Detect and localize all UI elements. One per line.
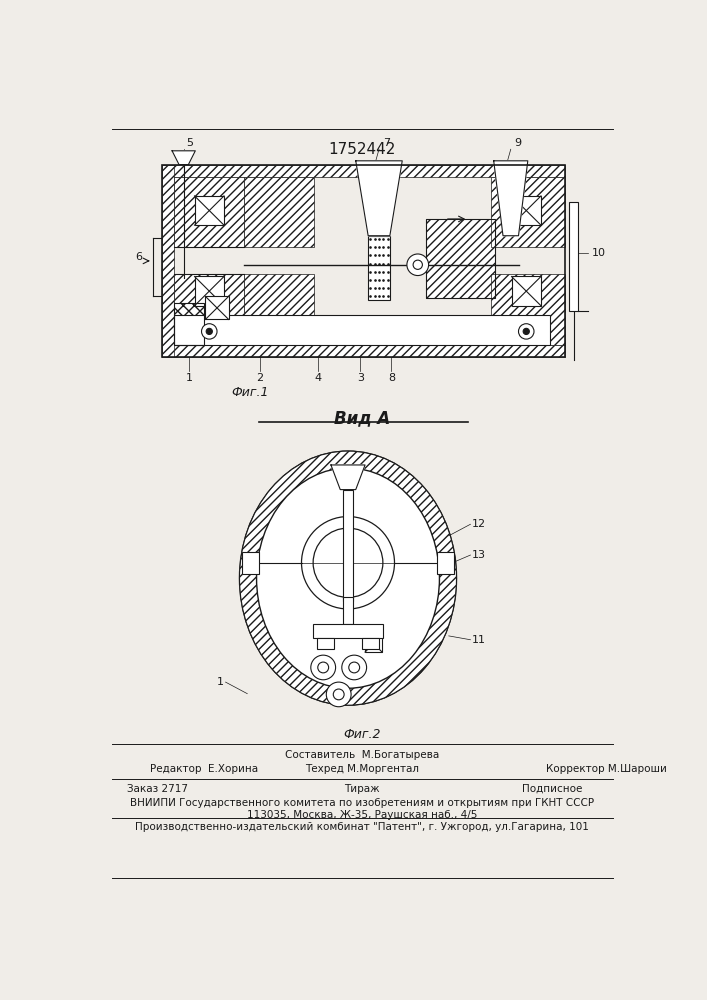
- Ellipse shape: [240, 451, 457, 705]
- Text: Производственно-издательский комбинат "Патент", г. Ужгород, ул.Гагарина, 101: Производственно-издательский комбинат "П…: [135, 822, 589, 832]
- Bar: [365, 635, 382, 652]
- Circle shape: [206, 328, 212, 334]
- Text: Фиг.1: Фиг.1: [232, 386, 269, 399]
- Ellipse shape: [257, 468, 440, 688]
- Text: 1: 1: [186, 373, 192, 383]
- Circle shape: [518, 324, 534, 339]
- Circle shape: [311, 655, 336, 680]
- Bar: [313, 624, 383, 638]
- Text: Техред М.Моргентал: Техред М.Моргентал: [305, 764, 419, 774]
- Text: 11: 11: [472, 635, 486, 645]
- Text: Составитель  М.Богатырева: Составитель М.Богатырева: [285, 750, 439, 760]
- Bar: [343, 597, 354, 624]
- Text: Заказ 2717: Заказ 2717: [127, 784, 188, 794]
- Polygon shape: [331, 465, 365, 490]
- Bar: [175, 177, 244, 247]
- Ellipse shape: [240, 451, 457, 705]
- Text: Тираж: Тираж: [344, 784, 380, 794]
- Text: 1: 1: [216, 677, 223, 687]
- Bar: [426, 219, 495, 298]
- Bar: [206, 296, 228, 319]
- Text: 7: 7: [383, 138, 390, 148]
- Text: 8: 8: [388, 373, 395, 383]
- Text: 2: 2: [256, 373, 263, 383]
- Bar: [175, 315, 549, 345]
- Text: Фиг.2: Фиг.2: [343, 728, 380, 741]
- Bar: [244, 177, 314, 247]
- Text: 6: 6: [135, 252, 142, 262]
- Text: Вид А: Вид А: [334, 410, 390, 428]
- Circle shape: [201, 324, 217, 339]
- Bar: [512, 276, 541, 306]
- Bar: [343, 490, 354, 601]
- Bar: [242, 552, 259, 574]
- Text: 12: 12: [472, 519, 486, 529]
- Bar: [569, 202, 578, 311]
- Bar: [368, 236, 390, 300]
- Circle shape: [349, 662, 360, 673]
- Bar: [162, 345, 565, 357]
- Bar: [491, 177, 565, 247]
- Polygon shape: [172, 151, 195, 165]
- Text: 113035, Москва, Ж-35, Раушская наб., 4/5: 113035, Москва, Ж-35, Раушская наб., 4/5: [247, 810, 477, 820]
- Circle shape: [407, 254, 428, 276]
- Bar: [175, 303, 204, 345]
- Bar: [437, 552, 454, 574]
- Circle shape: [523, 328, 530, 334]
- Text: 9: 9: [515, 138, 522, 148]
- Circle shape: [301, 517, 395, 609]
- Text: 3: 3: [357, 373, 364, 383]
- Bar: [194, 276, 224, 306]
- Circle shape: [313, 528, 383, 597]
- Text: 10: 10: [592, 248, 606, 258]
- Bar: [426, 219, 495, 298]
- Polygon shape: [356, 161, 402, 236]
- Text: Редактор  Е.Хорина: Редактор Е.Хорина: [151, 764, 259, 774]
- Circle shape: [341, 655, 367, 680]
- Circle shape: [327, 682, 351, 707]
- Bar: [162, 165, 175, 357]
- Bar: [244, 274, 314, 345]
- Circle shape: [413, 260, 422, 269]
- Bar: [175, 274, 244, 345]
- Text: ВНИИПИ Государственного комитета по изобретениям и открытиям при ГКНТ СССР: ВНИИПИ Государственного комитета по изоб…: [130, 798, 594, 808]
- Circle shape: [333, 689, 344, 700]
- Bar: [162, 165, 565, 357]
- Bar: [491, 274, 565, 345]
- Text: 5: 5: [186, 138, 193, 148]
- Bar: [512, 196, 541, 225]
- Bar: [317, 638, 334, 649]
- Bar: [175, 303, 204, 345]
- Circle shape: [317, 662, 329, 673]
- Bar: [362, 638, 379, 649]
- Text: Корректор М.Шароши: Корректор М.Шароши: [546, 764, 667, 774]
- Text: 4: 4: [314, 373, 322, 383]
- Bar: [194, 196, 224, 225]
- Text: 13: 13: [472, 550, 486, 560]
- Text: 1752442: 1752442: [328, 142, 396, 157]
- Polygon shape: [493, 161, 528, 236]
- Bar: [162, 165, 565, 177]
- Text: Подписное: Подписное: [522, 784, 583, 794]
